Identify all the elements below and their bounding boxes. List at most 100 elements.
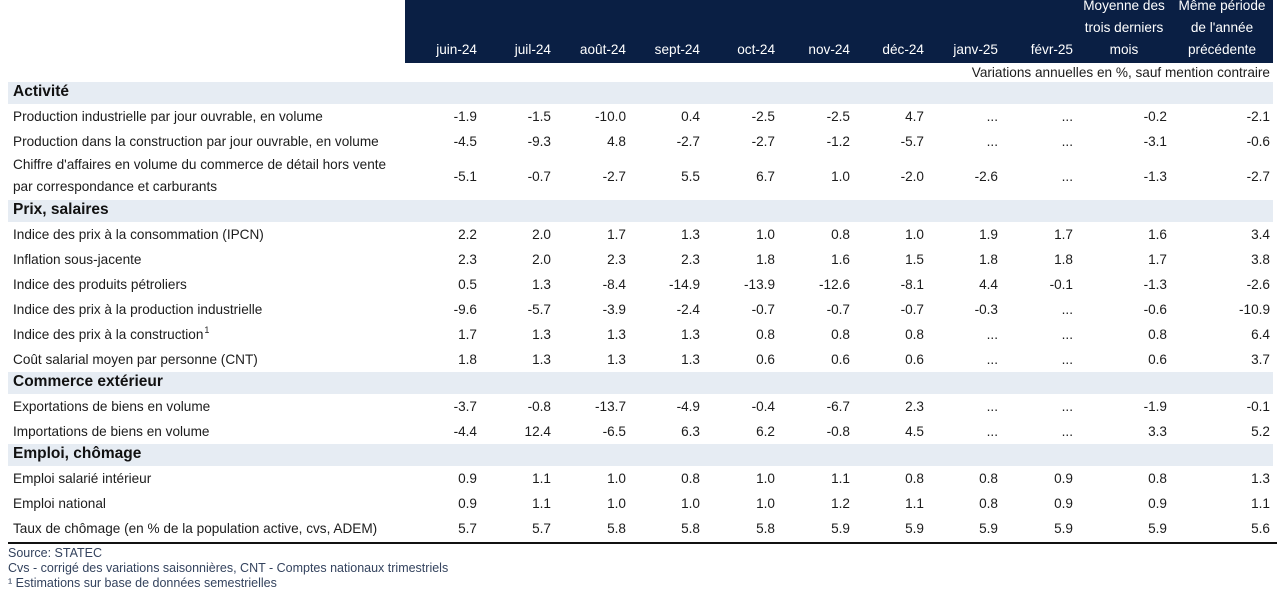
- value-cell: -10.0: [595, 109, 626, 124]
- value-cell: ...: [1061, 399, 1073, 414]
- column-header-label: févr-25: [1030, 42, 1073, 57]
- value-cell: 0.9: [1054, 471, 1073, 486]
- value-cell: 5.2: [1251, 424, 1270, 439]
- row-label-line: Chiffre d'affaires en volume du commerce…: [13, 154, 405, 176]
- column-header-label: Moyenne des trois derniers mois: [1083, 0, 1165, 57]
- value-cell: -1.3: [1143, 169, 1167, 184]
- value-cell: -2.7: [1246, 169, 1270, 184]
- table-row: Indice des prix à la consommation (IPCN)…: [8, 222, 1273, 247]
- value-cell: ...: [986, 109, 998, 124]
- value-cell: 1.1: [532, 496, 551, 511]
- value-cell: -1.5: [527, 109, 551, 124]
- value-cell: 1.0: [681, 496, 700, 511]
- value-cell: -5.7: [527, 302, 551, 317]
- value-cell: -13.9: [744, 277, 775, 292]
- row-label: Indice des prix à la production industri…: [8, 297, 405, 322]
- value-cell: 4.7: [905, 109, 924, 124]
- value-cell: 1.3: [681, 227, 700, 242]
- column-header-label: juil-24: [514, 42, 551, 57]
- table-row: Chiffre d'affaires en volume du commerce…: [8, 154, 1273, 200]
- value-cell: -0.7: [900, 302, 924, 317]
- value-cell: 5.9: [979, 521, 998, 536]
- section-header: Commerce extérieur: [8, 372, 1273, 394]
- row-label: Taux de chômage (en % de la population a…: [8, 516, 405, 541]
- value-cell: 3.4: [1251, 227, 1270, 242]
- value-cell: 12.4: [524, 424, 551, 439]
- column-header-sept-24: sept-24: [630, 0, 704, 63]
- value-cell: -0.6: [1246, 134, 1270, 149]
- footnote-marker: 1: [204, 325, 210, 336]
- column-header-aout-24: août-24: [555, 0, 630, 63]
- value-cell: 0.9: [458, 496, 477, 511]
- value-cell: -0.1: [1049, 277, 1073, 292]
- value-cell: -5.1: [453, 169, 477, 184]
- value-cell: 1.3: [681, 327, 700, 342]
- column-header-label: nov-24: [808, 42, 850, 57]
- value-cell: 1.8: [1054, 252, 1073, 267]
- row-label: Production dans la construction par jour…: [8, 129, 405, 154]
- value-cell: 1.3: [681, 352, 700, 367]
- value-cell: 0.8: [905, 471, 924, 486]
- value-cell: 1.3: [607, 352, 626, 367]
- value-cell: 1.0: [831, 169, 850, 184]
- value-cell: 0.8: [979, 496, 998, 511]
- value-cell: ...: [1061, 134, 1073, 149]
- table-row: Production industrielle par jour ouvrabl…: [8, 104, 1273, 129]
- value-cell: ...: [1061, 327, 1073, 342]
- value-cell: 6.7: [756, 169, 775, 184]
- value-cell: -6.7: [826, 399, 850, 414]
- table-row: Coût salarial moyen par personne (CNT) 1.…: [8, 347, 1273, 372]
- row-label: Indice des prix à la consommation (IPCN): [8, 222, 405, 247]
- value-cell: -0.8: [826, 424, 850, 439]
- value-cell: -3.7: [453, 399, 477, 414]
- row-label-text: Emploi salarié intérieur: [13, 471, 152, 486]
- value-cell: -0.7: [751, 302, 775, 317]
- section-header: Prix, salaires: [8, 200, 1273, 222]
- value-cell: 2.2: [458, 227, 477, 242]
- column-header-label: déc-24: [882, 42, 924, 57]
- row-label: Emploi national: [8, 491, 405, 516]
- value-cell: 5.8: [756, 521, 775, 536]
- value-cell: 1.2: [831, 496, 850, 511]
- value-cell: -1.9: [1143, 399, 1167, 414]
- value-cell: 1.3: [532, 352, 551, 367]
- table-row: Indice des prix à la construction1 1.7 1.3…: [8, 322, 1273, 347]
- value-cell: -4.9: [676, 399, 700, 414]
- value-cell: 2.3: [905, 399, 924, 414]
- value-cell: 0.8: [1148, 471, 1167, 486]
- value-cell: -0.3: [974, 302, 998, 317]
- table-row: Emploi salarié intérieur 0.9 1.1 1.0 0.8 1.0 1…: [8, 466, 1273, 491]
- value-cell: 1.9: [979, 227, 998, 242]
- row-label-line: Coût salarial moyen par personne (CNT): [13, 347, 405, 372]
- value-cell: 5.9: [905, 521, 924, 536]
- section-title: Prix, salaires: [13, 201, 109, 218]
- column-header-fevr-25: févr-25: [1002, 0, 1077, 63]
- value-cell: 2.3: [681, 252, 700, 267]
- section-title: Commerce extérieur: [13, 373, 163, 390]
- column-header-label: Même période de l'année précédente: [1178, 0, 1266, 57]
- row-label-line: Emploi national: [13, 491, 405, 516]
- value-cell: -2.7: [602, 169, 626, 184]
- value-cell: 1.7: [1148, 252, 1167, 267]
- row-label: Importations de biens en volume: [8, 419, 405, 444]
- value-cell: -2.6: [1246, 277, 1270, 292]
- column-header-label: janv-25: [953, 42, 998, 57]
- row-label-line: Emploi salarié intérieur: [13, 466, 405, 491]
- value-cell: 5.8: [607, 521, 626, 536]
- row-label-line: Indice des produits pétroliers: [13, 272, 405, 297]
- value-cell: -10.9: [1239, 302, 1270, 317]
- value-cell: 1.0: [607, 496, 626, 511]
- value-cell: 3.8: [1251, 252, 1270, 267]
- row-label-text: Production dans la construction par jour…: [13, 134, 379, 149]
- table-unit-note: Variations annuelles en %, sauf mention …: [971, 65, 1270, 80]
- row-label-text: Chiffre d'affaires en volume du commerce…: [13, 157, 387, 172]
- value-cell: 2.0: [532, 227, 551, 242]
- value-cell: 1.3: [1251, 471, 1270, 486]
- section-header: Activité: [8, 82, 1273, 104]
- section-header: Emploi, chômage: [8, 444, 1273, 466]
- column-header-three-month-average: Moyenne des trois derniers mois: [1077, 0, 1171, 63]
- header-label-spacer: [8, 0, 405, 63]
- row-label: Production industrielle par jour ouvrabl…: [8, 104, 405, 129]
- row-label-line: Indice des prix à la consommation (IPCN): [13, 222, 405, 247]
